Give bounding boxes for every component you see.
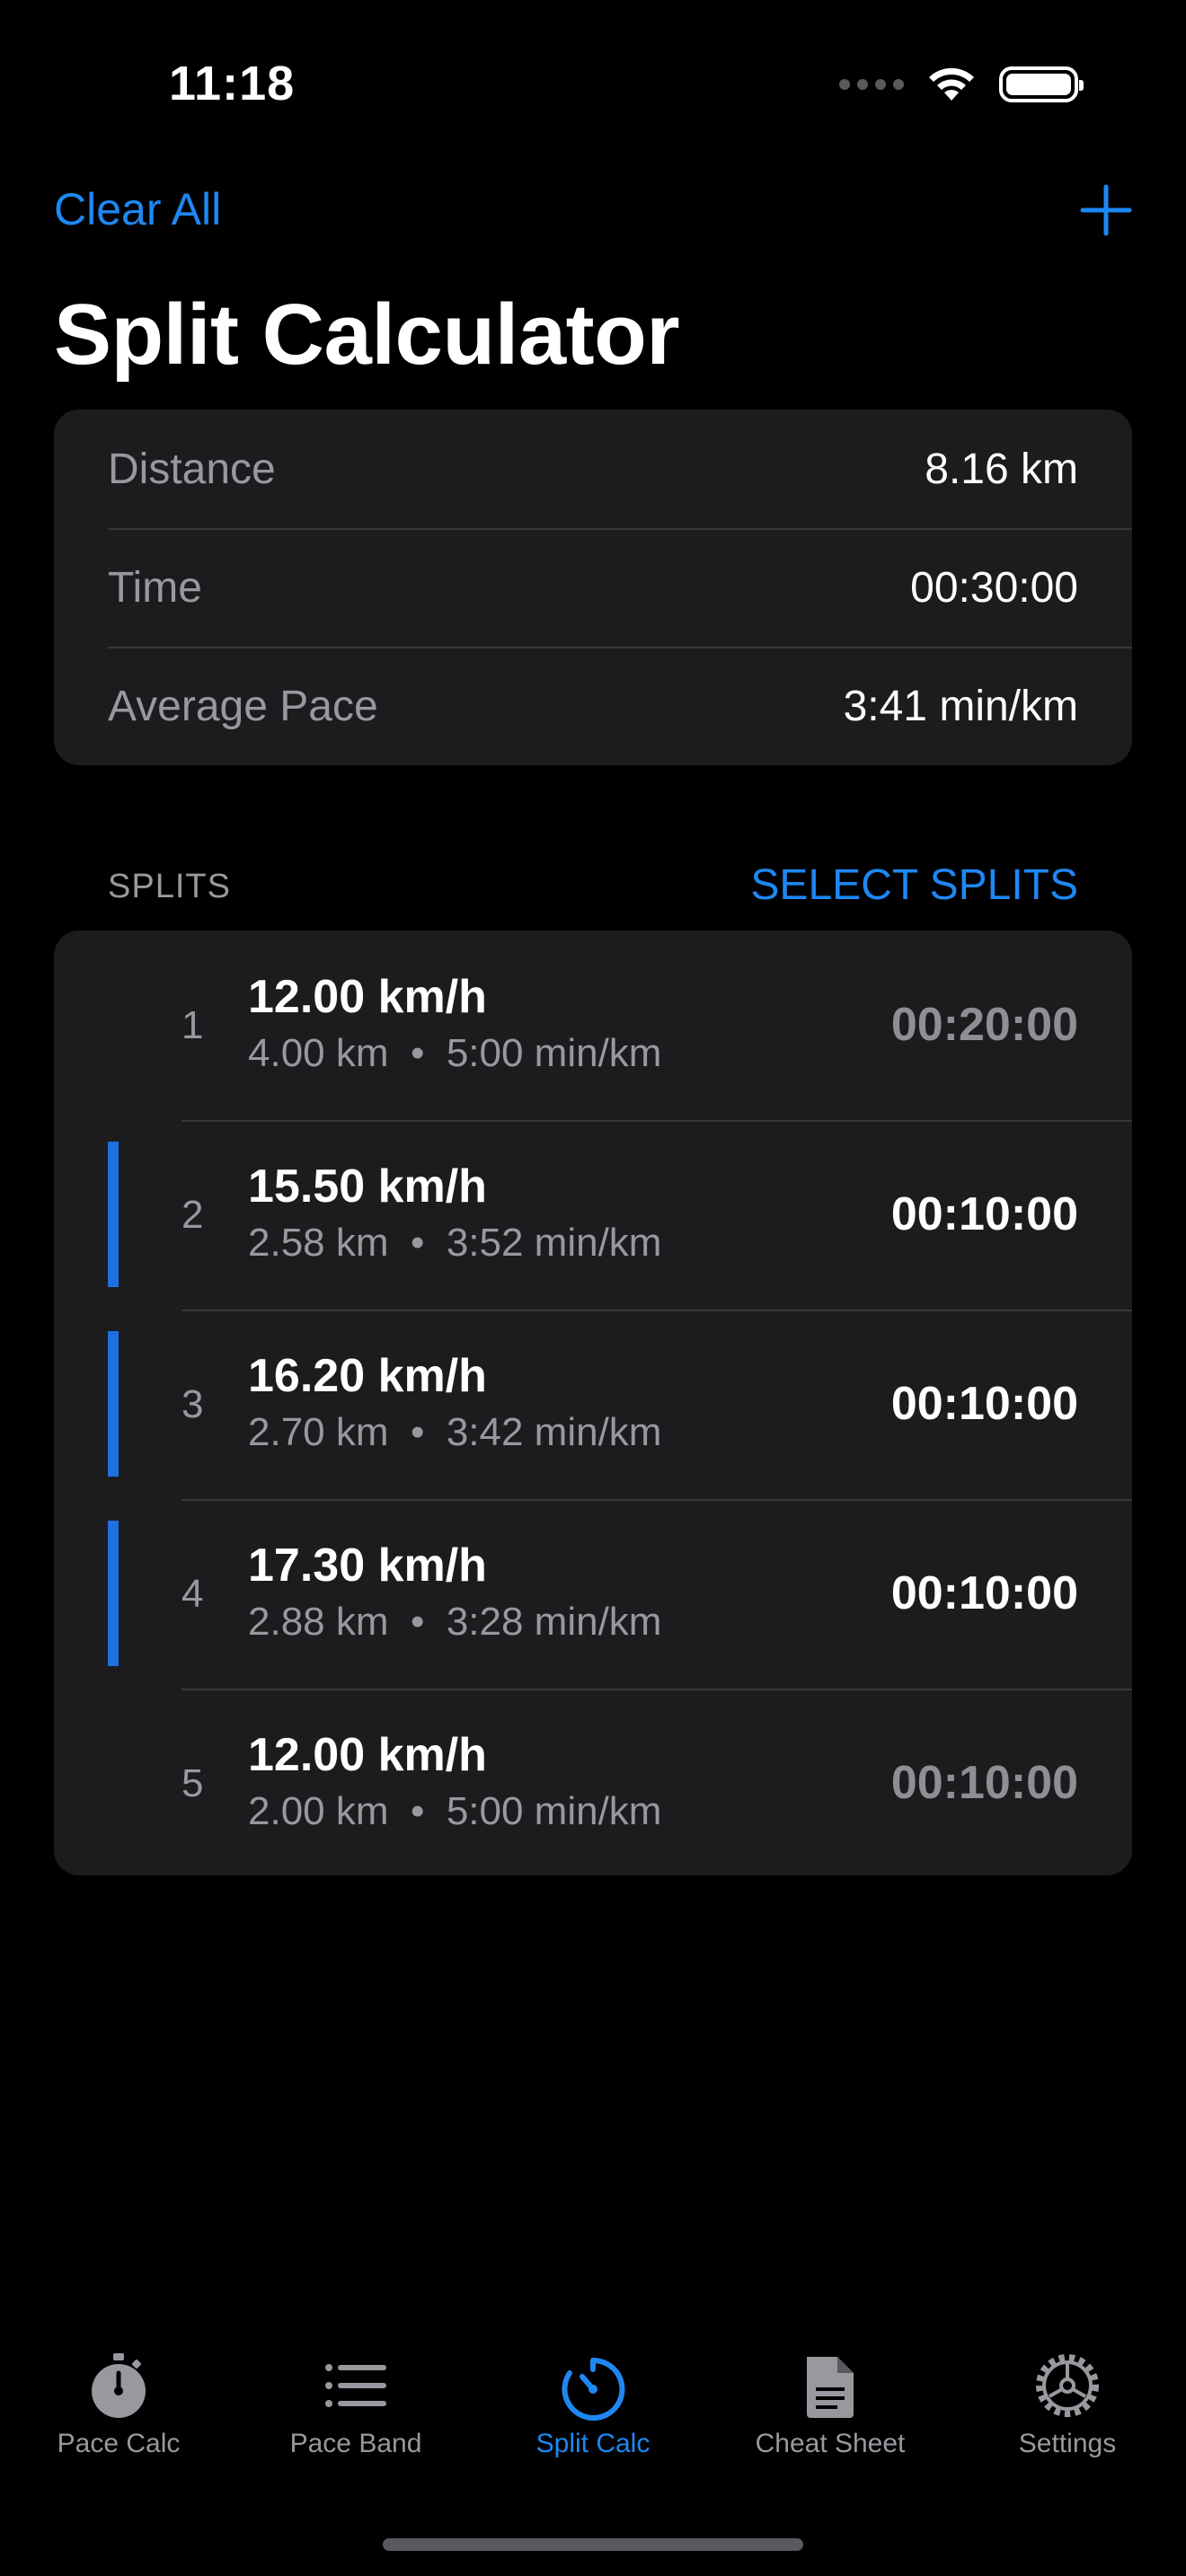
split-speed: 15.50 km/h bbox=[248, 1160, 487, 1213]
split-number: 3 bbox=[181, 1382, 204, 1426]
split-time: 00:10:00 bbox=[890, 1378, 1078, 1430]
split-speed: 17.30 km/h bbox=[248, 1539, 487, 1592]
split-number: 1 bbox=[181, 1003, 204, 1047]
tab-pace-band[interactable]: Pace Band bbox=[237, 2350, 474, 2459]
split-number: 4 bbox=[181, 1572, 204, 1616]
tab-label: Pace Calc bbox=[57, 2429, 181, 2458]
tab-label: Pace Band bbox=[289, 2429, 422, 2458]
cellular-signal-icon bbox=[839, 79, 904, 90]
split-selected-indicator bbox=[108, 1331, 119, 1477]
distance-row[interactable]: Distance 8.16 km bbox=[54, 410, 1132, 528]
split-detail: 2.00 km • 5:00 min/km bbox=[248, 1789, 662, 1833]
splits-list: 1 12.00 km/h 4.00 km • 5:00 min/km 00:20… bbox=[54, 931, 1132, 1875]
split-detail: 2.70 km • 3:42 min/km bbox=[248, 1410, 662, 1454]
tab-label: Settings bbox=[1018, 2429, 1117, 2458]
split-speed: 12.00 km/h bbox=[248, 1729, 487, 1781]
clear-all-button[interactable]: Clear All bbox=[54, 184, 222, 234]
gear-icon bbox=[1036, 2354, 1099, 2417]
split-row[interactable]: 5 12.00 km/h 2.00 km • 5:00 min/km 00:10… bbox=[54, 1689, 1132, 1875]
add-icon[interactable] bbox=[1080, 184, 1132, 236]
split-time: 00:10:00 bbox=[890, 1757, 1078, 1809]
split-selected-indicator bbox=[108, 1142, 119, 1287]
split-detail: 2.88 km • 3:28 min/km bbox=[248, 1600, 662, 1644]
split-row[interactable]: 3 16.20 km/h 2.70 km • 3:42 min/km 00:10… bbox=[54, 1310, 1132, 1499]
status-time: 11:18 bbox=[169, 57, 296, 110]
status-indicators bbox=[839, 65, 1084, 104]
list-icon bbox=[325, 2364, 386, 2407]
split-time: 00:20:00 bbox=[890, 999, 1078, 1051]
split-detail: 2.58 km • 3:52 min/km bbox=[248, 1221, 662, 1265]
time-value[interactable]: 00:30:00 bbox=[910, 563, 1078, 612]
tab-bar: Pace Calc Pace Band Split Calc bbox=[0, 2350, 1186, 2493]
tab-pace-calc[interactable]: Pace Calc bbox=[0, 2350, 237, 2459]
tab-label: Split Calc bbox=[535, 2429, 651, 2458]
splits-section-label: SPLITS bbox=[108, 868, 231, 905]
split-time: 00:10:00 bbox=[890, 1188, 1078, 1240]
split-speed: 12.00 km/h bbox=[248, 971, 487, 1023]
split-detail: 4.00 km • 5:00 min/km bbox=[248, 1031, 662, 1075]
split-speed: 16.20 km/h bbox=[248, 1350, 487, 1402]
battery-icon bbox=[999, 66, 1084, 102]
split-row[interactable]: 2 15.50 km/h 2.58 km • 3:52 min/km 00:10… bbox=[54, 1120, 1132, 1310]
tab-cheat-sheet[interactable]: Cheat Sheet bbox=[712, 2350, 949, 2459]
average-pace-label: Average Pace bbox=[108, 682, 378, 730]
wifi-icon bbox=[929, 67, 974, 101]
tab-split-calc[interactable]: Split Calc bbox=[474, 2350, 712, 2459]
split-selected-indicator bbox=[108, 1521, 119, 1666]
split-number: 5 bbox=[181, 1761, 204, 1805]
home-indicator bbox=[383, 2538, 803, 2551]
distance-label: Distance bbox=[108, 445, 276, 493]
tab-settings[interactable]: Settings bbox=[949, 2350, 1186, 2459]
summary-card: Distance 8.16 km Time 00:30:00 Average P… bbox=[54, 410, 1132, 765]
distance-value[interactable]: 8.16 km bbox=[925, 445, 1078, 493]
time-label: Time bbox=[108, 563, 202, 612]
split-time: 00:10:00 bbox=[890, 1567, 1078, 1619]
average-pace-row[interactable]: Average Pace 3:41 min/km bbox=[54, 647, 1132, 765]
select-splits-button[interactable]: SELECT SPLITS bbox=[750, 861, 1078, 909]
document-icon bbox=[807, 2357, 854, 2418]
average-pace-value[interactable]: 3:41 min/km bbox=[843, 682, 1078, 730]
stopwatch-icon bbox=[92, 2353, 146, 2418]
split-row[interactable]: 4 17.30 km/h 2.88 km • 3:28 min/km 00:10… bbox=[54, 1499, 1132, 1689]
split-number: 2 bbox=[181, 1193, 204, 1237]
split-row[interactable]: 1 12.00 km/h 4.00 km • 5:00 min/km 00:20… bbox=[54, 931, 1132, 1120]
page-title: Split Calculator bbox=[54, 287, 680, 383]
tab-label: Cheat Sheet bbox=[755, 2429, 906, 2458]
time-row[interactable]: Time 00:30:00 bbox=[54, 528, 1132, 647]
timer-icon bbox=[562, 2357, 625, 2421]
